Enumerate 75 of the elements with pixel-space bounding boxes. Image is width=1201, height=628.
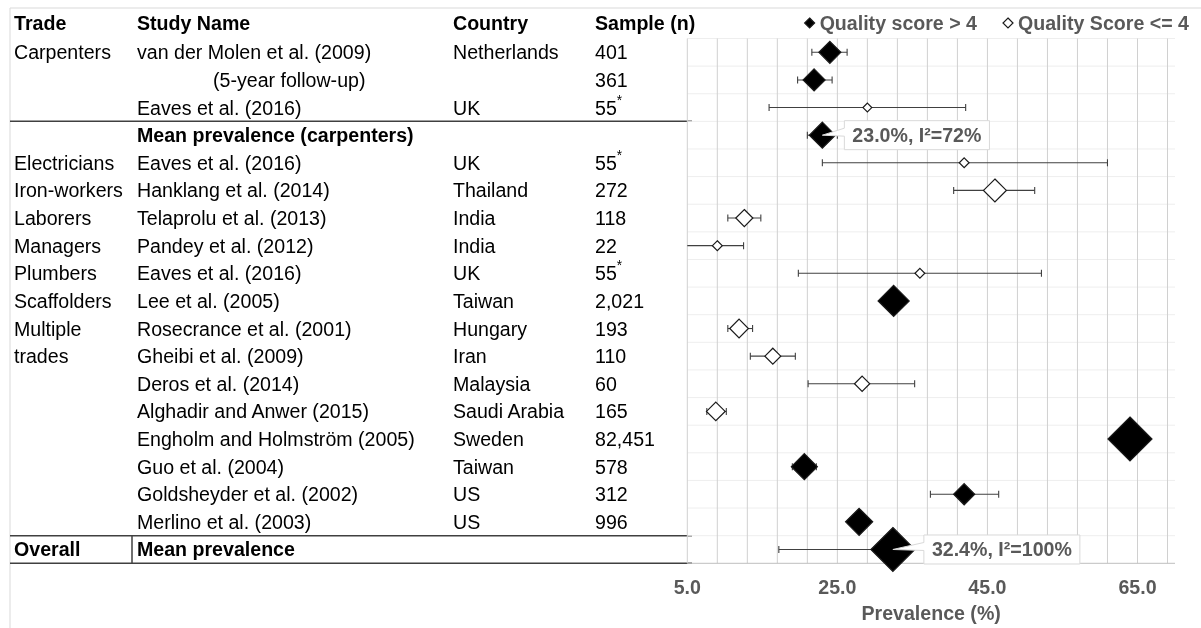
text: van der Molen et al. (2009) <box>137 41 372 64</box>
text: 60 <box>595 372 617 395</box>
text: UK <box>453 151 481 174</box>
x-tick-label: 5.0 <box>673 576 702 599</box>
text: Overall <box>14 538 81 561</box>
text: Eaves et al. (2016) <box>137 262 302 285</box>
text: Saudi Arabia <box>453 400 565 423</box>
text: Eaves et al. (2016) <box>137 96 302 119</box>
category-label: Trade <box>14 12 67 34</box>
text: Malaysia <box>453 372 531 395</box>
text: India <box>453 207 496 230</box>
text: Gheibi et al. (2009) <box>137 345 304 368</box>
text: Electricians <box>14 151 115 174</box>
x-tick-label: 65.0 <box>1118 576 1157 599</box>
text: 55$^{*}$ <box>595 147 623 174</box>
text: US <box>453 483 481 506</box>
text: Multiple <box>14 317 82 340</box>
text: 272 <box>595 179 628 202</box>
x-axis-title: Prevalence (%) <box>861 602 1001 625</box>
x-tick-label: 45.0 <box>968 576 1007 599</box>
text: Pandey et al. (2012) <box>137 234 314 257</box>
text: Netherlands <box>453 41 559 64</box>
annotation: 32.4%, I²=100% <box>931 538 1072 561</box>
text: Iran <box>453 345 487 368</box>
text: (5-year follow-up) <box>213 68 366 91</box>
text: 82,451 <box>595 428 655 451</box>
text: Rosecrance et al. (2001) <box>137 317 352 340</box>
legend-label: Quality Score <= 4 <box>1018 12 1190 34</box>
annotation: 23.0%, I²=72% <box>852 124 982 147</box>
text: Hanklang et al. (2014) <box>137 179 330 202</box>
text: Goldsheyder et al. (2002) <box>137 483 359 506</box>
text: Engholm and Holmström (2005) <box>137 428 415 451</box>
category-label: Country <box>453 12 529 34</box>
text: 165 <box>595 400 628 423</box>
text: Mean prevalence <box>137 538 295 561</box>
text: US <box>453 510 481 533</box>
text: Laborers <box>14 207 92 230</box>
text: Plumbers <box>14 262 97 285</box>
text: Deros et al. (2014) <box>137 372 300 395</box>
text: Scaffolders <box>14 289 112 312</box>
text: Telaprolu et al. (2013) <box>137 207 327 230</box>
text: 2,021 <box>595 289 645 312</box>
text: Hungary <box>453 317 528 340</box>
text: Alghadir and Anwer (2015) <box>137 400 370 423</box>
text: 110 <box>595 345 627 368</box>
legend-label: Quality score > 4 <box>819 12 978 34</box>
text: 22 <box>595 234 617 257</box>
text: UK <box>453 96 481 119</box>
text: Carpenters <box>14 41 111 64</box>
text: 996 <box>595 510 628 533</box>
text: India <box>453 234 496 257</box>
text: Sweden <box>453 428 524 451</box>
text: Iron-workers <box>14 179 123 202</box>
text: UK <box>453 262 481 285</box>
text: Taiwan <box>453 289 514 312</box>
text: trades <box>14 345 69 368</box>
text: Taiwan <box>453 455 514 478</box>
text: Merlino et al. (2003) <box>137 510 312 533</box>
text: 55$^{*}$ <box>595 258 623 285</box>
text: 578 <box>595 455 628 478</box>
text: Eaves et al. (2016) <box>137 151 302 174</box>
text: Managers <box>14 234 102 257</box>
text: 55$^{*}$ <box>595 92 623 119</box>
text: 193 <box>595 317 628 340</box>
text: 361 <box>595 68 628 91</box>
category-label: Study Name <box>137 12 251 34</box>
text: Lee et al. (2005) <box>137 289 280 312</box>
category-label: Sample (n) <box>595 12 696 34</box>
text: 118 <box>595 207 627 230</box>
x-tick-label: 25.0 <box>818 576 857 599</box>
text: Thailand <box>453 179 529 202</box>
text: Mean prevalence (carpenters) <box>137 124 414 147</box>
text: 401 <box>595 41 628 64</box>
text: Guo et al. (2004) <box>137 455 285 478</box>
text: 312 <box>595 483 628 506</box>
